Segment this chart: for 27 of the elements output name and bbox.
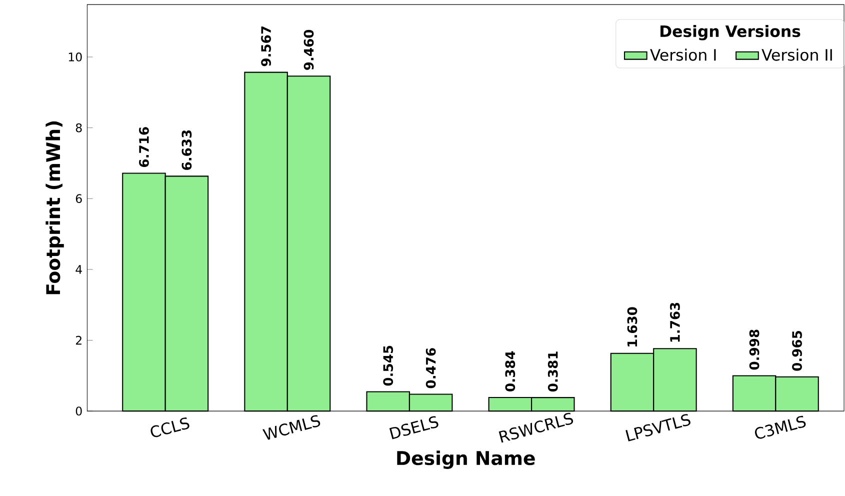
- y-tick-label: 6: [76, 194, 82, 204]
- legend-label: Version I: [650, 48, 716, 61]
- y-axis-title: Footprint (mWh): [46, 121, 64, 294]
- legend-title: Design Versions: [660, 24, 800, 40]
- y-tick-label: 2: [76, 336, 82, 345]
- x-tick-label: WCMLS: [262, 415, 320, 440]
- data-label: 6.633: [182, 130, 192, 170]
- data-label: 9.567: [261, 26, 271, 66]
- legend-label: Version II: [762, 48, 832, 61]
- data-label: 0.545: [383, 346, 394, 386]
- x-axis-title: Design Name: [397, 450, 535, 469]
- data-label: 9.460: [304, 30, 314, 70]
- data-label: 0.476: [426, 348, 436, 388]
- data-label: 0.381: [548, 352, 558, 392]
- data-label: 0.965: [792, 330, 802, 371]
- x-tick-label: CCLS: [150, 418, 190, 438]
- data-label: 1.763: [670, 302, 680, 342]
- x-tick-label: C3MLS: [754, 416, 806, 439]
- data-label: 0.998: [749, 330, 760, 370]
- y-tick-label: 4: [76, 265, 82, 274]
- y-tick-label: 10: [68, 52, 82, 62]
- data-label: 6.716: [139, 127, 149, 167]
- data-label: 1.630: [627, 307, 638, 346]
- x-tick-label: DSELS: [389, 416, 438, 440]
- y-tick-label: 8: [76, 123, 82, 132]
- data-label: 0.384: [505, 351, 516, 392]
- y-tick-label: 0: [76, 406, 82, 416]
